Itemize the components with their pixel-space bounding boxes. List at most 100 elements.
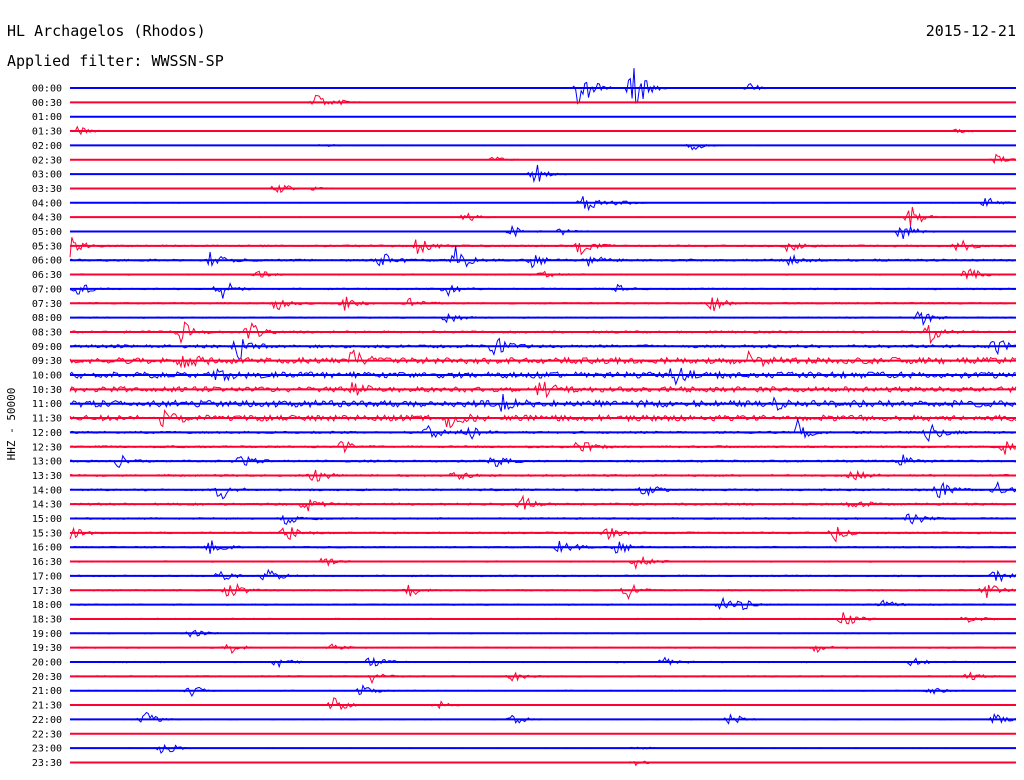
seismic-trace [69, 596, 1017, 611]
time-tick-label: 16:00 [32, 543, 62, 554]
filter-label: Applied filter: WWSSN-SP [7, 52, 224, 70]
seismic-trace [69, 349, 1017, 369]
seismic-trace [69, 381, 1017, 399]
time-tick-label: 03:00 [32, 170, 62, 181]
time-tick-label: 09:30 [32, 356, 62, 367]
time-tick-label: 10:30 [32, 385, 62, 396]
time-tick-label: 07:00 [32, 284, 62, 295]
time-tick-label: 19:00 [32, 629, 62, 640]
y-axis-label: HHZ - 50000 [5, 388, 18, 461]
seismic-trace [69, 469, 1016, 482]
time-tick-label: 16:30 [32, 557, 62, 568]
time-tick-label: 08:30 [32, 327, 62, 338]
time-tick-label: 08:00 [32, 313, 62, 324]
time-tick-label: 01:00 [32, 112, 62, 123]
seismic-trace [69, 494, 1017, 512]
time-tick-label: 01:30 [32, 127, 62, 138]
seismic-trace [69, 296, 1017, 312]
time-tick-label: 21:30 [32, 701, 62, 712]
time-tick-label: 05:00 [32, 227, 62, 238]
time-tick-label: 07:30 [32, 299, 62, 310]
time-tick-label: 10:00 [32, 371, 62, 382]
time-tick-label: 21:00 [32, 686, 62, 697]
seismic-trace [69, 656, 1017, 669]
seismic-trace [69, 246, 1017, 269]
time-tick-label: 23:30 [32, 758, 62, 769]
seismic-trace [69, 164, 1017, 184]
time-tick-label: 09:00 [32, 342, 62, 353]
time-tick-label: 23:00 [32, 744, 62, 755]
time-tick-label: 20:30 [32, 672, 62, 683]
seismic-trace [70, 540, 1017, 554]
time-tick-label: 15:00 [32, 514, 62, 525]
seismic-trace [69, 555, 1017, 571]
seismic-trace [69, 513, 1017, 525]
seismic-trace [69, 711, 1017, 725]
seismic-trace [70, 196, 1017, 212]
seismic-trace [69, 125, 1017, 136]
time-tick-label: 04:30 [32, 213, 62, 224]
seismic-trace [69, 612, 1017, 625]
time-tick-label: 02:00 [32, 141, 62, 152]
seismic-trace [70, 684, 1016, 698]
time-tick-label: 06:30 [32, 270, 62, 281]
time-tick-label: 04:00 [32, 198, 62, 209]
time-tick-label: 13:30 [32, 471, 62, 482]
seismic-trace [69, 409, 1017, 429]
time-tick-label: 12:00 [32, 428, 62, 439]
seismic-trace [70, 153, 1017, 165]
seismic-trace [69, 671, 1017, 685]
seismic-trace [69, 568, 1017, 583]
time-tick-label: 18:30 [32, 614, 62, 625]
time-tick-label: 22:30 [32, 729, 62, 740]
time-tick-label: 14:30 [32, 500, 62, 511]
seismic-trace [69, 440, 1017, 455]
seismic-trace [69, 94, 1017, 106]
time-tick-label: 05:30 [32, 241, 62, 252]
time-tick-label: 15:30 [32, 528, 62, 539]
trace-rows: 00:00 00:30 01:00 01:30 02:00 02:30 03:00 03:30… [32, 68, 1017, 769]
seismic-trace [69, 337, 1017, 361]
seismic-trace [69, 417, 1017, 443]
seismic-trace [69, 282, 1017, 299]
time-tick-label: 17:00 [32, 571, 62, 582]
seismic-trace [69, 367, 1017, 386]
seismic-trace [70, 760, 1017, 767]
time-tick-label: 03:30 [32, 184, 62, 195]
seismic-trace [70, 68, 1016, 105]
seismic-trace [69, 526, 1017, 543]
seismic-trace [70, 183, 1017, 194]
time-tick-label: 02:30 [32, 155, 62, 166]
time-tick-label: 12:30 [32, 442, 62, 453]
seismic-trace [69, 143, 1016, 151]
time-tick-label: 20:00 [32, 658, 62, 669]
record-date: 2015-12-21 [926, 22, 1016, 40]
seismic-trace [69, 394, 1017, 412]
seismic-trace [70, 743, 1017, 754]
time-tick-label: 19:30 [32, 643, 62, 654]
time-tick-label: 00:00 [32, 84, 62, 95]
time-tick-label: 13:00 [32, 457, 62, 468]
seismic-trace [69, 310, 1016, 327]
time-tick-label: 06:00 [32, 256, 62, 267]
seismic-trace [69, 629, 1017, 638]
seismic-trace [69, 224, 1016, 240]
seismic-trace [70, 206, 1017, 227]
seismic-trace [69, 480, 1017, 500]
seismic-trace [69, 643, 1017, 655]
time-tick-label: 14:00 [32, 485, 62, 496]
seismic-trace [69, 697, 1017, 711]
seismic-trace [69, 268, 1017, 281]
seismic-trace [69, 454, 1017, 469]
time-tick-label: 22:00 [32, 715, 62, 726]
seismic-trace [69, 582, 1017, 601]
seismic-trace [69, 321, 1017, 345]
time-tick-label: 00:30 [32, 98, 62, 109]
seismic-trace [69, 237, 1017, 258]
station-title: HL Archagelos (Rhodos) [7, 22, 206, 40]
time-tick-label: 11:00 [32, 399, 62, 410]
time-tick-label: 18:00 [32, 600, 62, 611]
time-tick-label: 17:30 [32, 586, 62, 597]
time-tick-label: 11:30 [32, 414, 62, 425]
